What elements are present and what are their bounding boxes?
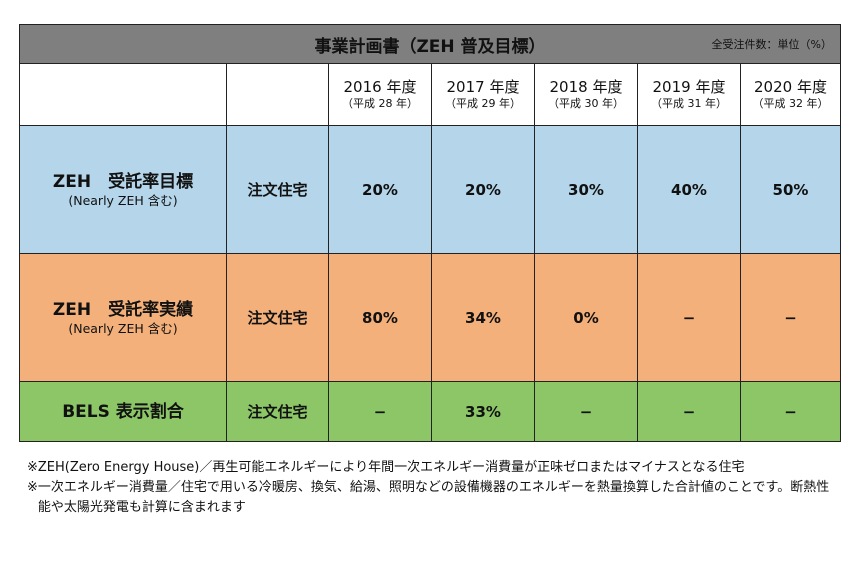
value-cell: 20% [431,125,535,254]
row-type: 注文住宅 [226,253,329,382]
year-header-2019: 2019 年度 （平成 31 年） [637,63,741,126]
footnote-zeh: ※ ZEH(Zero Energy House)／再生可能エネルギーにより年間一… [27,458,842,478]
year-header-2017: 2017 年度 （平成 29 年） [431,63,535,126]
header-blank-type [226,63,329,126]
row-type: 注文住宅 [226,125,329,254]
year-header-2020: 2020 年度 （平成 32 年） [740,63,841,126]
row-label: ZEH 受託率目標 [52,171,194,192]
value-cell: 50% [740,125,841,254]
row-label: BELS 表示割合 [62,401,184,422]
footnote-text: ZEH(Zero Energy House)／再生可能エネルギーにより年間一次エ… [37,460,745,475]
table-title-row: 事業計画書（ZEH 普及目標） 全受注件数：単位（%） [19,24,841,64]
value-cell: 80% [328,253,432,382]
era-label: （平成 31 年） [651,97,727,110]
table-title: 事業計画書（ZEH 普及目標） [314,36,546,57]
value-cell: − [328,381,432,442]
year-header-row: 2016 年度 （平成 28 年） 2017 年度 （平成 29 年） 2018… [19,63,841,126]
value-cell: 30% [534,125,638,254]
value-cell: − [637,381,741,442]
row-sublabel: (Nearly ZEH 含む) [68,320,178,336]
value-cell: 33% [431,381,535,442]
value-cell: 40% [637,125,741,254]
value-cell: − [637,253,741,382]
table-title-cell: 事業計画書（ZEH 普及目標） 全受注件数：単位（%） [19,24,841,64]
year-label: 2016 年度 [343,78,417,96]
table-row-bels: BELS 表示割合 注文住宅 − 33% − − − [19,381,841,442]
footnote-text: 一次エネルギー消費量／住宅で用いる冷暖房、換気、給湯、照明などの設備機器のエネル… [37,480,830,515]
year-label: 2017 年度 [446,78,520,96]
year-header-2018: 2018 年度 （平成 30 年） [534,63,638,126]
zeh-plan-table-wrapper: 事業計画書（ZEH 普及目標） 全受注件数：単位（%） 2016 年度 （平成 … [19,24,841,442]
table-row-zeh-actual: ZEH 受託率実績 (Nearly ZEH 含む) 注文住宅 80% 34% 0… [19,253,841,382]
value-cell: − [740,253,841,382]
row-label-cell: BELS 表示割合 [19,381,227,442]
year-label: 2020 年度 [754,78,827,96]
table-row-zeh-target: ZEH 受託率目標 (Nearly ZEH 含む) 注文住宅 20% 20% 3… [19,125,841,254]
footnote-energy: ※ 一次エネルギー消費量／住宅で用いる冷暖房、換気、給湯、照明などの設備機器のエ… [27,478,842,518]
era-label: （平成 32 年） [752,97,829,110]
value-cell: 20% [328,125,432,254]
header-blank-label [19,63,227,126]
footnote-mark: ※ [27,460,38,475]
year-label: 2018 年度 [549,78,623,96]
era-label: （平成 29 年） [445,97,521,110]
row-label-cell: ZEH 受託率目標 (Nearly ZEH 含む) [19,125,227,254]
row-sublabel: (Nearly ZEH 含む) [68,192,178,208]
value-cell: − [740,381,841,442]
value-cell: 34% [431,253,535,382]
value-cell: − [534,381,638,442]
footnotes: ※ ZEH(Zero Energy House)／再生可能エネルギーにより年間一… [27,458,842,518]
unit-note: 全受注件数：単位（%） [711,38,832,51]
era-label: （平成 28 年） [342,97,418,110]
row-label-cell: ZEH 受託率実績 (Nearly ZEH 含む) [19,253,227,382]
year-header-2016: 2016 年度 （平成 28 年） [328,63,432,126]
zeh-plan-table: 事業計画書（ZEH 普及目標） 全受注件数：単位（%） 2016 年度 （平成 … [19,24,841,442]
era-label: （平成 30 年） [548,97,624,110]
row-type: 注文住宅 [226,381,329,442]
year-label: 2019 年度 [652,78,726,96]
row-label: ZEH 受託率実績 [52,299,194,320]
value-cell: 0% [534,253,638,382]
footnote-mark: ※ [27,480,38,495]
